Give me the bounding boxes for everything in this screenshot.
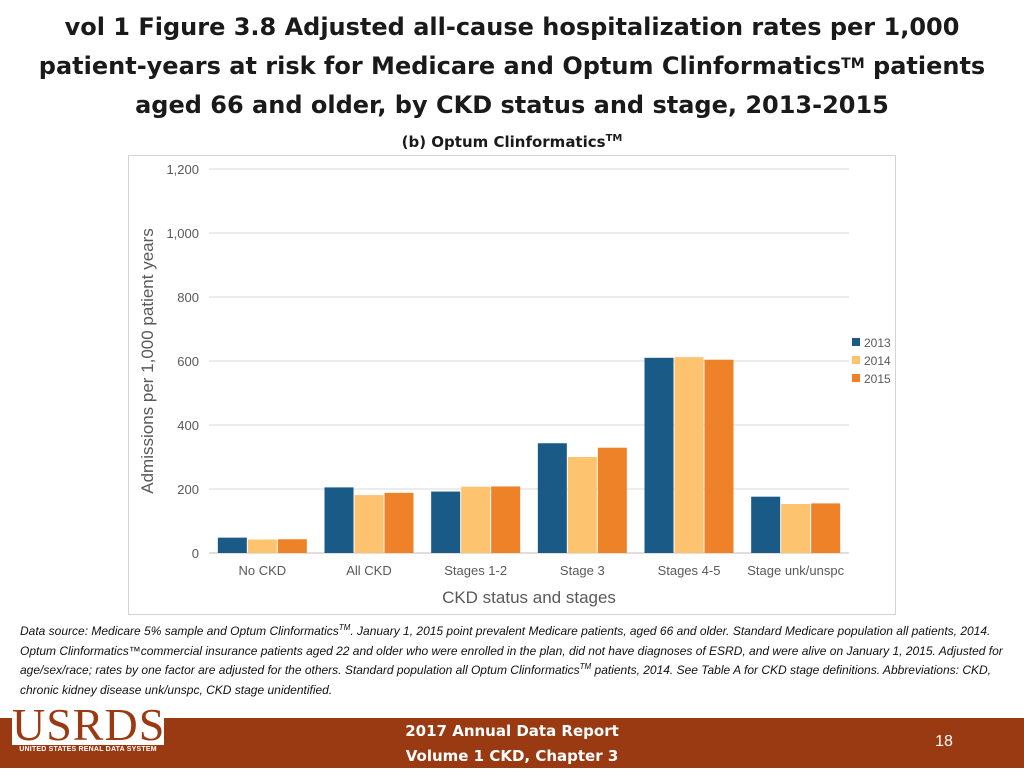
footer-bar [0,718,1024,768]
x-tick-label: All CKD [346,563,392,578]
footer-line-1: 2017 Annual Data Report [405,722,619,740]
x-tick-label: Stages 1-2 [444,563,507,578]
bar-2014 [247,539,277,553]
bar-2015 [597,447,627,553]
bar-2013 [217,537,247,553]
bar-2014 [354,495,384,553]
bar-2013 [431,491,461,553]
legend-label-2013: 2013 [864,336,891,350]
usrds-logo: USRDS UNITED STATES RENAL DATA SYSTEM [12,699,164,755]
bar-2014 [674,357,704,553]
y-tick-label: 600 [177,354,199,369]
source-text-1: Data source: Medicare 5% sample and Optu… [20,624,339,638]
legend-label-2014: 2014 [864,354,891,368]
slide-title: vol 1 Figure 3.8 Adjusted all-cause hosp… [20,8,1004,125]
bar-2015 [704,359,734,553]
bar-2013 [644,357,674,553]
subtitle-tm-mark: TM [605,133,623,144]
source-tm-mark-1: TM [338,623,351,632]
y-tick-label: 400 [177,418,199,433]
bar-2015 [277,539,307,553]
title-line-2-end: patients [864,52,986,80]
source-text-3: patients, 2014. See Table A for CKD stag… [20,663,991,697]
y-tick-label: 0 [192,546,199,561]
bar-2013 [324,487,354,553]
x-tick-label: Stages 4-5 [658,563,721,578]
data-source-note: Data source: Medicare 5% sample and Optu… [20,622,1010,700]
footer-report-title: 2017 Annual Data Report Volume 1 CKD, Ch… [362,718,662,769]
y-axis-title: Admissions per 1,000 patient years [138,228,157,494]
chart-subtitle: (b) Optum ClinformaticsTM [0,133,1024,151]
bar-2013 [537,443,567,553]
bar-2015 [811,503,841,553]
bar-2013 [751,496,781,553]
y-tick-label: 1,000 [166,226,199,241]
source-tm-mark-2: TM [579,662,592,671]
title-line-1: vol 1 Figure 3.8 Adjusted all-cause hosp… [64,13,960,41]
legend-label-2015: 2015 [864,372,891,386]
title-tm-mark: TM [841,56,865,72]
y-tick-label: 200 [177,482,199,497]
legend-swatch-2015 [852,374,860,382]
x-axis-title: CKD status and stages [442,588,616,607]
y-tick-label: 1,200 [166,162,199,177]
legend-swatch-2014 [852,356,860,364]
bar-2014 [781,504,811,553]
bar-2014 [461,486,491,553]
title-line-3: aged 66 and older, by CKD status and sta… [135,91,889,119]
x-tick-label: No CKD [238,563,286,578]
bar-2015 [491,486,521,553]
x-tick-label: Stage unk/unspc [747,563,844,578]
x-tick-label: Stage 3 [560,563,605,578]
logo-tagline: UNITED STATES RENAL DATA SYSTEM [12,745,164,755]
title-line-2-text: patient-years at risk for Medicare and O… [38,52,842,80]
y-tick-label: 800 [177,290,199,305]
bar-2014 [567,457,597,553]
footer-line-2: Volume 1 CKD, Chapter 3 [405,747,619,765]
chart-frame: 0 200 400 600 800 1,000 1,200 No CKD All CKD Stag… [128,155,896,615]
bar-chart: 0 200 400 600 800 1,000 1,200 No CKD All CKD Stag… [138,162,891,607]
legend-swatch-2013 [852,338,860,346]
bar-2015 [384,492,414,553]
title-line-2: patient-years at risk for Medicare and O… [20,47,1004,86]
subtitle-text: (b) Optum Clinformatics [401,133,606,151]
page-number: 18 [935,733,953,750]
logo-wordmark: USRDS [12,699,166,750]
source-text-2: . January 1, 2015 point prevalent Medica… [20,624,1003,677]
